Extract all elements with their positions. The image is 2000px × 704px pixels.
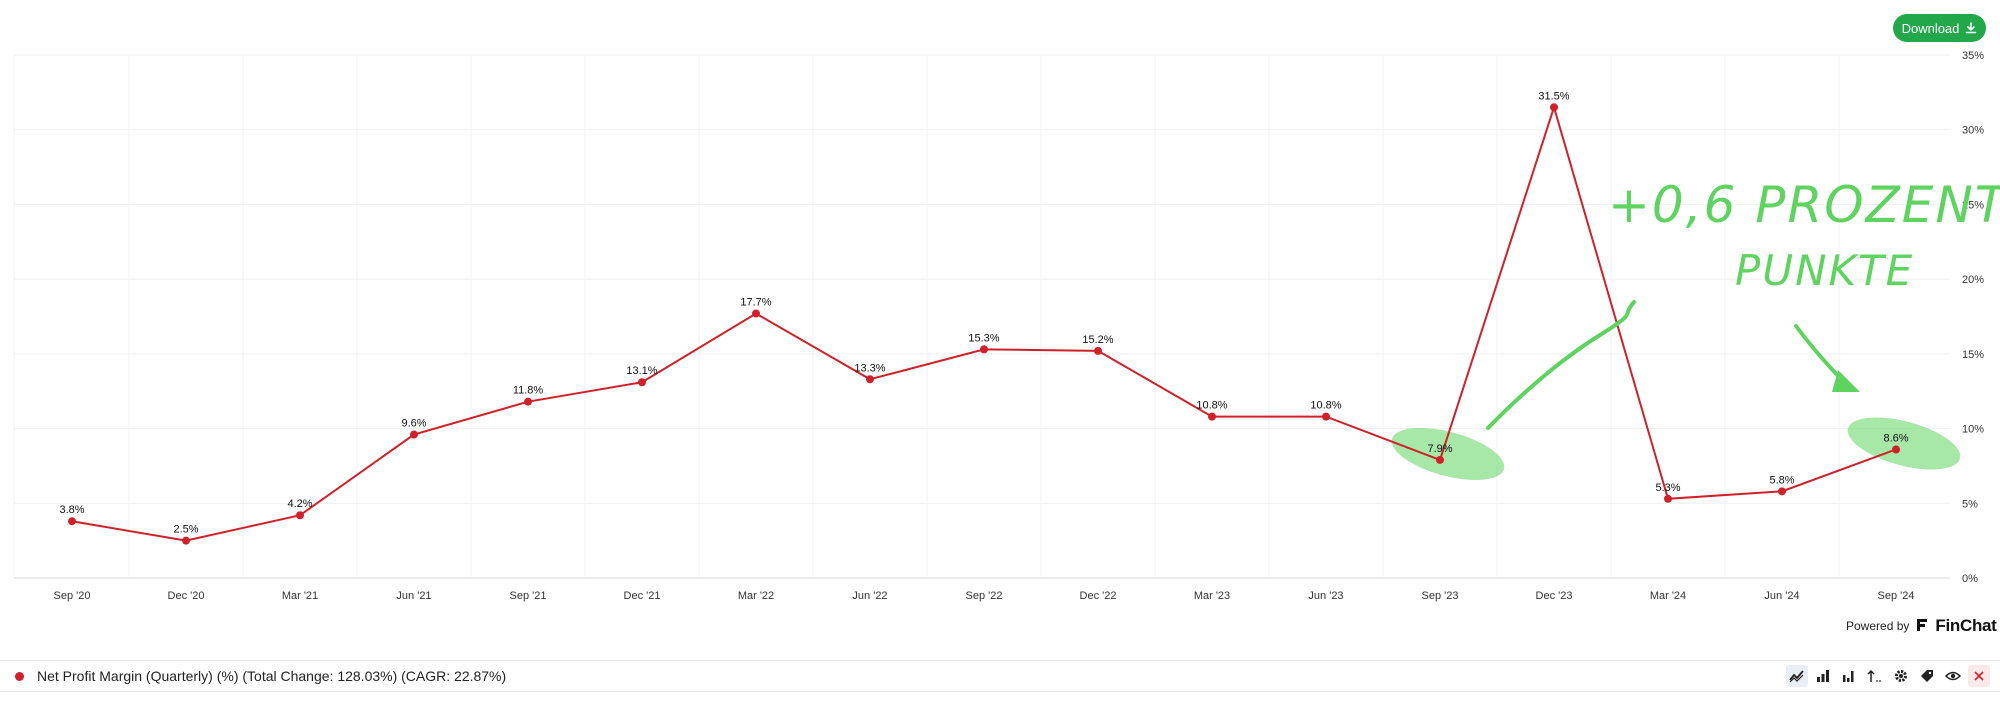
data-point[interactable] (1208, 413, 1216, 421)
grouped-bar-icon[interactable] (1838, 665, 1860, 687)
data-point[interactable] (296, 511, 304, 519)
data-point[interactable] (68, 517, 76, 525)
line-chart-icon[interactable] (1786, 665, 1808, 687)
data-label: 13.3% (854, 362, 885, 374)
data-point[interactable] (1322, 413, 1330, 421)
data-point[interactable] (1436, 456, 1444, 464)
data-label: 10.8% (1310, 400, 1341, 412)
data-point[interactable] (1778, 487, 1786, 495)
data-point[interactable] (1664, 495, 1672, 503)
series-layer (72, 107, 1896, 540)
y-tick-label: 5% (1962, 498, 1978, 510)
x-tick-label: Mar '24 (1650, 590, 1686, 602)
x-tick-label: Dec '23 (1536, 590, 1573, 602)
data-label: 3.8% (59, 504, 84, 516)
data-label: 17.7% (740, 297, 771, 309)
data-label: 4.2% (287, 498, 312, 510)
y-tick-label: 35% (1962, 50, 1984, 62)
x-tick-label: Dec '22 (1080, 590, 1117, 602)
x-tick-label: Mar '22 (738, 590, 774, 602)
finchat-logo-icon (1915, 618, 1929, 635)
annotation-arrow-up (1488, 302, 1634, 428)
annotation-text-line1: +0,6 PROZENT- (1608, 176, 2000, 234)
data-point[interactable] (980, 345, 988, 353)
data-point[interactable] (1094, 347, 1102, 355)
x-tick-label: Mar '23 (1194, 590, 1230, 602)
annotation-highlights (1386, 407, 1965, 490)
points-layer (68, 103, 1900, 544)
data-label: 8.6% (1883, 432, 1908, 444)
data-label: 5.8% (1769, 474, 1794, 486)
x-tick-label: Dec '21 (624, 590, 661, 602)
download-button[interactable]: Download (1893, 14, 1986, 42)
y-tick-label: 10% (1962, 424, 1984, 436)
data-point[interactable] (638, 378, 646, 386)
annotation-text-line2: PUNKTE (1735, 246, 1914, 295)
handwritten-annotation: +0,6 PROZENT- PUNKTE (1488, 176, 2000, 428)
powered-by: Powered by FinChat (1846, 614, 1997, 638)
x-tick-label: Jun '22 (852, 590, 887, 602)
x-tick-label: Sep '22 (966, 590, 1003, 602)
x-tick-label: Sep '24 (1878, 590, 1915, 602)
x-tick-label: Sep '21 (510, 590, 547, 602)
y-axis-ticks: 0%5%10%15%20%25%30%35% (1962, 50, 1984, 585)
x-tick-label: Dec '20 (168, 590, 205, 602)
x-tick-label: Jun '21 (396, 590, 431, 602)
y-tick-label: 20% (1962, 274, 1984, 286)
data-label: 9.6% (401, 418, 426, 430)
legend-series-dot[interactable] (15, 672, 24, 681)
download-icon (1965, 22, 1977, 34)
data-labels: 3.8% 2.5% 4.2% 9.6% 11.8% 13.1% 17.7% 13.3% 15.3… (59, 90, 1908, 535)
y-tick-label: 15% (1962, 349, 1984, 361)
tag-icon[interactable] (1916, 665, 1938, 687)
data-label: 10.8% (1196, 400, 1227, 412)
data-point[interactable] (524, 398, 532, 406)
data-label: 31.5% (1538, 90, 1569, 102)
data-label: 5.3% (1655, 482, 1680, 494)
data-point[interactable] (410, 431, 418, 439)
close-icon[interactable] (1968, 665, 1990, 687)
data-point[interactable] (182, 537, 190, 545)
x-axis-ticks: Sep '20 Dec '20 Mar '21 Jun '21 Sep '21 Dec '… (54, 590, 1915, 602)
y-tick-label: 30% (1962, 125, 1984, 137)
x-tick-label: Mar '21 (282, 590, 318, 602)
legend-series-label[interactable]: Net Profit Margin (Quarterly) (%) (Total… (37, 668, 506, 684)
sort-icon[interactable] (1864, 665, 1886, 687)
y-tick-label: 0% (1962, 573, 1978, 585)
data-label: 2.5% (173, 524, 198, 536)
annotation-arrow-down (1796, 326, 1840, 378)
x-tick-label: Jun '23 (1308, 590, 1343, 602)
data-label: 15.2% (1082, 334, 1113, 346)
series-toolbar (1786, 665, 1990, 687)
data-point[interactable] (1550, 103, 1558, 111)
x-tick-label: Sep '20 (54, 590, 91, 602)
bar-chart-icon[interactable] (1812, 665, 1834, 687)
x-tick-label: Jun '24 (1764, 590, 1799, 602)
x-tick-label: Sep '23 (1422, 590, 1459, 602)
legend-bar: Net Profit Margin (Quarterly) (%) (Total… (0, 660, 2000, 692)
gear-icon[interactable] (1890, 665, 1912, 687)
data-label: 15.3% (968, 332, 999, 344)
data-label: 11.8% (513, 385, 544, 397)
brand-name: FinChat (1935, 616, 1996, 636)
data-point[interactable] (1892, 445, 1900, 453)
eye-icon[interactable] (1942, 665, 1964, 687)
data-label: 7.9% (1427, 443, 1452, 455)
data-point[interactable] (752, 310, 760, 318)
data-point[interactable] (866, 375, 874, 383)
data-label: 13.1% (626, 365, 657, 377)
series-line (72, 107, 1896, 540)
